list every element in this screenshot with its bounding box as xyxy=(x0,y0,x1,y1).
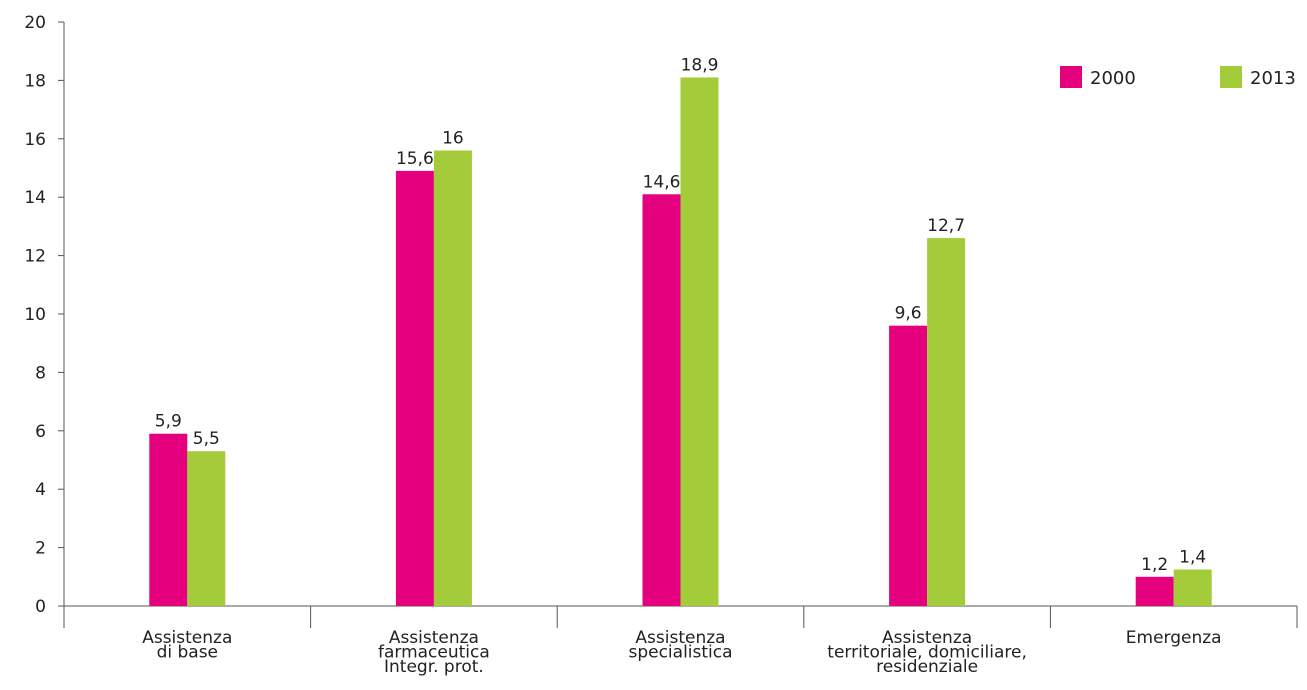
data-label-2000-0: 5,9 xyxy=(155,412,182,432)
bar-2013-2 xyxy=(680,77,719,607)
category-label-1: Assistenza farmaceutica Integr. prot. xyxy=(378,628,490,677)
bar-2000-3 xyxy=(889,325,928,606)
category-label-line: Assistenza xyxy=(635,628,725,648)
bar-2013-4 xyxy=(1173,569,1212,606)
y-tick-label: 18 xyxy=(24,71,46,91)
y-tick-label: 10 xyxy=(24,305,46,325)
y-tick-label: 8 xyxy=(35,363,46,383)
y-tick-label: 14 xyxy=(24,188,46,208)
bar-2000-0 xyxy=(149,433,188,606)
y-tick-label: 4 xyxy=(35,480,46,500)
data-label-2013-0: 5,5 xyxy=(193,429,220,449)
category-label-4: Emergenza xyxy=(1126,628,1222,648)
bar-2000-2 xyxy=(642,194,681,606)
category-label-line: Assistenza xyxy=(882,628,972,648)
category-label-line: Assistenza xyxy=(389,628,479,648)
bar-2000-4 xyxy=(1135,576,1174,606)
legend: 2000 2013 xyxy=(1060,66,1296,89)
legend-swatch-2013 xyxy=(1220,66,1242,88)
y-tick-label: 20 xyxy=(24,13,46,33)
bar-2000-1 xyxy=(395,170,434,607)
y-tick-label: 12 xyxy=(24,247,46,267)
category-label-line: territoriale, domiciliare, xyxy=(827,643,1027,663)
category-label-line: farmaceutica xyxy=(378,643,490,663)
category-label-line: Assistenza xyxy=(142,628,232,648)
category-label-2: Assistenza specialistica xyxy=(628,628,732,663)
data-label-2000-1: 15,6 xyxy=(396,149,434,169)
category-label-3: Assistenza territoriale, domiciliare, resi… xyxy=(827,628,1027,677)
y-tick-label: 2 xyxy=(35,539,46,559)
category-label-line: specialistica xyxy=(628,643,732,663)
y-tick-label: 6 xyxy=(35,422,46,442)
category-label-0: Assistenza di base xyxy=(142,628,232,663)
data-label-2013-4: 1,4 xyxy=(1179,548,1206,568)
data-label-2000-3: 9,6 xyxy=(895,304,922,324)
bar-2013-1 xyxy=(433,150,472,607)
bar-2013-0 xyxy=(187,451,226,606)
bars xyxy=(149,77,1212,607)
data-label-2000-2: 14,6 xyxy=(643,172,681,192)
y-axis: 0 2 4 6 8 10 12 14 16 18 20 xyxy=(24,13,65,617)
category-label-line: residenziale xyxy=(876,657,978,677)
y-tick-label: 16 xyxy=(24,130,46,150)
category-label-line: Emergenza xyxy=(1126,628,1222,648)
bar-labels: 5,9 5,5 15,6 16 14,6 18,9 9,6 12,7 1,2 1,4 xyxy=(155,55,1206,574)
y-tick-label: 0 xyxy=(35,597,46,617)
data-label-2013-1: 16 xyxy=(442,128,464,148)
data-label-2013-3: 12,7 xyxy=(927,216,965,236)
legend-label-2000: 2000 xyxy=(1090,68,1136,89)
data-label-2000-4: 1,2 xyxy=(1141,555,1168,575)
legend-swatch-2000 xyxy=(1060,66,1082,88)
category-label-line: di base xyxy=(157,643,218,663)
x-axis xyxy=(63,605,1298,628)
bar-2013-3 xyxy=(927,238,966,606)
data-label-2013-2: 18,9 xyxy=(681,55,719,75)
legend-label-2013: 2013 xyxy=(1250,68,1296,89)
category-label-line: Integr. prot. xyxy=(384,657,484,677)
